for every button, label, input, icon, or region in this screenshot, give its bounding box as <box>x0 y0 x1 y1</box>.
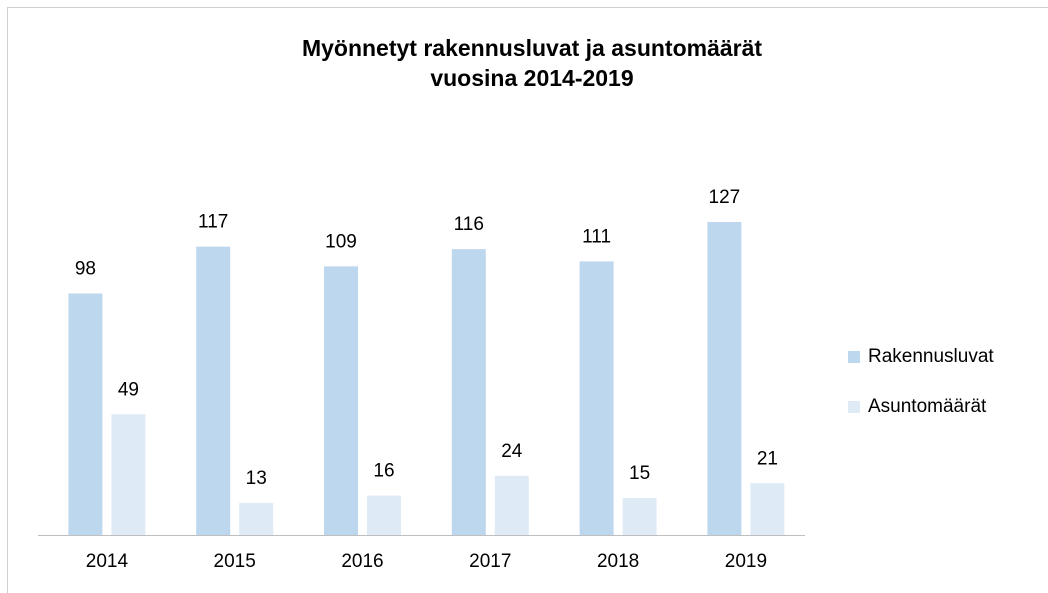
data-label: 111 <box>582 226 611 247</box>
x-tick-label: 2018 <box>597 551 639 572</box>
bar <box>239 502 274 535</box>
legend-label: Rakennusluvat <box>868 346 994 367</box>
data-label: 49 <box>118 379 139 400</box>
data-label: 24 <box>501 441 523 462</box>
legend-label: Asuntomäärät <box>868 396 987 417</box>
bar <box>324 266 358 535</box>
bar <box>111 414 146 535</box>
chart-title: vuosina 2014-2019 <box>430 65 633 91</box>
bar <box>196 246 231 535</box>
bar <box>707 222 742 535</box>
data-label: 21 <box>757 448 778 469</box>
data-label: 117 <box>198 212 228 233</box>
chart-title: Myönnetyt rakennusluvat ja asuntomäärät <box>302 35 762 61</box>
x-tick-label: 2016 <box>341 551 383 572</box>
legend-swatch <box>848 401 860 413</box>
x-tick-label: 2015 <box>214 551 256 572</box>
data-label: 116 <box>454 214 484 235</box>
bar <box>750 483 785 535</box>
data-label: 13 <box>246 468 267 489</box>
bar <box>622 498 657 535</box>
data-label: 15 <box>629 463 650 484</box>
x-tick-label: 2019 <box>725 551 767 572</box>
x-tick-label: 2017 <box>469 551 511 572</box>
data-label: 127 <box>709 187 741 208</box>
bar <box>68 293 103 535</box>
bar <box>494 475 529 535</box>
legend-swatch <box>848 351 860 363</box>
bar <box>367 495 401 535</box>
x-tick-label: 2014 <box>86 551 129 572</box>
data-label: 16 <box>373 461 394 482</box>
bar <box>451 249 486 535</box>
data-label: 109 <box>325 231 357 252</box>
data-label: 98 <box>75 258 96 279</box>
bar <box>579 261 614 535</box>
